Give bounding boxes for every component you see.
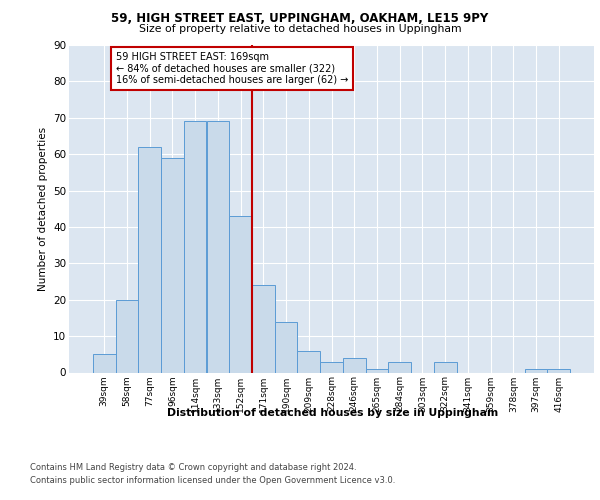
Bar <box>343 358 365 372</box>
Bar <box>547 369 570 372</box>
Bar <box>93 354 116 372</box>
Text: Contains public sector information licensed under the Open Government Licence v3: Contains public sector information licen… <box>30 476 395 485</box>
Text: 59, HIGH STREET EAST, UPPINGHAM, OAKHAM, LE15 9PY: 59, HIGH STREET EAST, UPPINGHAM, OAKHAM,… <box>112 12 488 26</box>
Bar <box>116 300 139 372</box>
Bar <box>184 122 206 372</box>
Text: 59 HIGH STREET EAST: 169sqm
← 84% of detached houses are smaller (322)
16% of se: 59 HIGH STREET EAST: 169sqm ← 84% of det… <box>116 52 348 86</box>
Bar <box>388 362 411 372</box>
Bar <box>298 350 320 372</box>
Bar <box>365 369 388 372</box>
Y-axis label: Number of detached properties: Number of detached properties <box>38 126 47 291</box>
Text: Distribution of detached houses by size in Uppingham: Distribution of detached houses by size … <box>167 408 499 418</box>
Bar <box>139 147 161 372</box>
Bar <box>206 122 229 372</box>
Bar <box>161 158 184 372</box>
Text: Size of property relative to detached houses in Uppingham: Size of property relative to detached ho… <box>139 24 461 34</box>
Bar <box>320 362 343 372</box>
Bar <box>229 216 252 372</box>
Text: Contains HM Land Registry data © Crown copyright and database right 2024.: Contains HM Land Registry data © Crown c… <box>30 462 356 471</box>
Bar <box>524 369 547 372</box>
Bar <box>434 362 457 372</box>
Bar <box>275 322 298 372</box>
Bar <box>252 285 275 372</box>
